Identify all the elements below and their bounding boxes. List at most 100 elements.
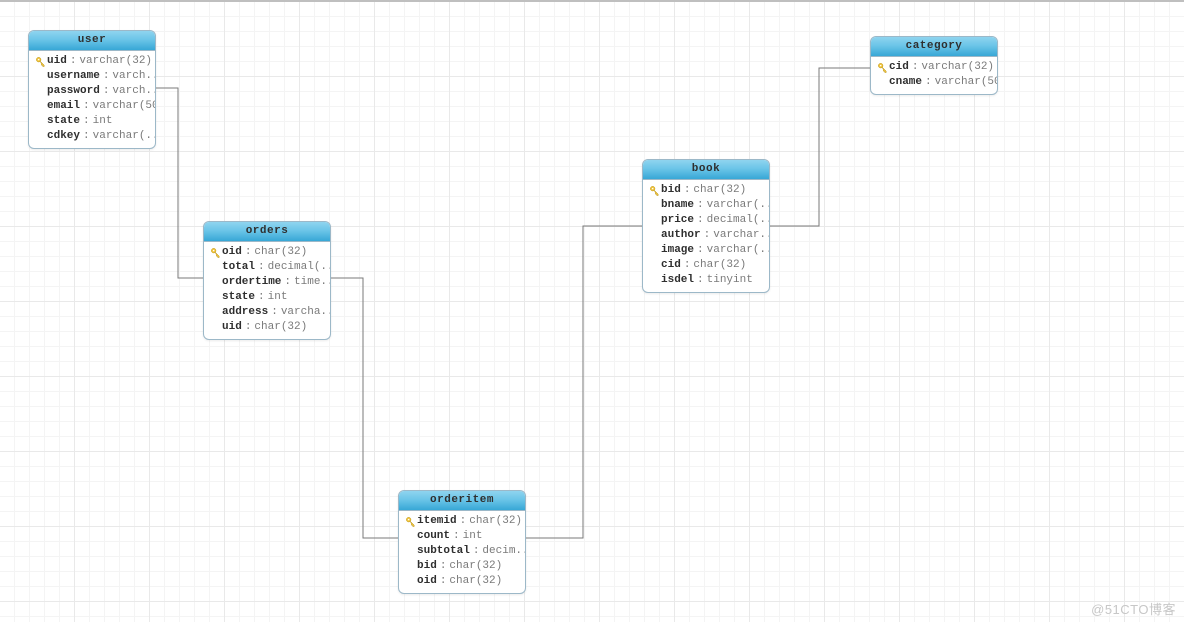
field-row[interactable]: uid:varchar(32) [33,54,151,69]
field-name: total [222,260,255,275]
entity-header-user[interactable]: user [29,31,155,51]
field-row[interactable]: cid:char(32) [647,258,765,273]
field-type: varchar... [713,228,770,243]
field-name: cname [889,75,922,90]
field-colon: : [912,60,919,75]
field-type: varchar(32) [921,60,994,75]
field-name: bid [661,183,681,198]
field-colon: : [83,114,90,129]
entity-body-orders: oid:char(32)total:decimal(...ordertime:t… [204,242,330,339]
primary-key-icon [403,516,417,527]
field-colon: : [704,228,711,243]
watermark-text: @51CTO博客 [1091,599,1176,618]
entity-orderitem[interactable]: orderitem itemid:char(32)count:intsubtot… [398,490,526,594]
field-colon: : [103,69,110,84]
field-row[interactable]: state:int [208,290,326,305]
field-row[interactable]: itemid:char(32) [403,514,521,529]
field-type: char(32) [693,183,746,198]
field-row[interactable]: author:varchar... [647,228,765,243]
entity-body-orderitem: itemid:char(32)count:intsubtotal:decim..… [399,511,525,593]
field-name: oid [222,245,242,260]
field-type: varchar(... [707,243,770,258]
field-colon: : [440,559,447,574]
field-row[interactable]: email:varchar(50) [33,99,151,114]
primary-key-icon [875,62,889,73]
entity-category[interactable]: category cid:varchar(32)cname:varchar(50… [870,36,998,95]
entity-header-orders[interactable]: orders [204,222,330,242]
field-colon: : [103,84,110,99]
field-name: image [661,243,694,258]
field-type: varchar(32) [79,54,152,69]
field-colon: : [697,198,704,213]
field-row[interactable]: cdkey:varchar(... [33,129,151,144]
field-name: uid [47,54,67,69]
edge-orderitem-book [523,226,643,538]
field-row[interactable]: oid:char(32) [208,245,326,260]
field-colon: : [440,574,447,589]
entity-book[interactable]: book bid:char(32)bname:varchar(...price:… [642,159,770,293]
field-type: int [93,114,113,129]
field-type: varcha... [281,305,331,320]
field-row[interactable]: subtotal:decim... [403,544,521,559]
field-colon: : [284,275,291,290]
field-type: tinyint [707,273,753,288]
field-name: username [47,69,100,84]
entity-body-book: bid:char(32)bname:varchar(...price:decim… [643,180,769,292]
field-row[interactable]: price:decimal(... [647,213,765,228]
field-name: ordertime [222,275,281,290]
field-row[interactable]: address:varcha... [208,305,326,320]
field-type: int [463,529,483,544]
field-row[interactable]: total:decimal(... [208,260,326,275]
field-colon: : [684,258,691,273]
field-row[interactable]: image:varchar(... [647,243,765,258]
field-colon: : [684,183,691,198]
field-colon: : [245,320,252,335]
field-name: bname [661,198,694,213]
field-colon: : [70,54,77,69]
field-colon: : [473,544,480,559]
field-colon: : [697,213,704,228]
entity-body-category: cid:varchar(32)cname:varchar(50) [871,57,997,94]
field-row[interactable]: count:int [403,529,521,544]
entity-user[interactable]: user uid:varchar(32)username:varch...pas… [28,30,156,149]
entity-header-orderitem[interactable]: orderitem [399,491,525,511]
field-colon: : [697,243,704,258]
field-colon: : [258,260,265,275]
field-type: varch... [112,84,156,99]
primary-key-icon [647,185,661,196]
entity-body-user: uid:varchar(32)username:varch...password… [29,51,155,148]
field-type: char(32) [469,514,522,529]
field-name: cid [661,258,681,273]
field-row[interactable]: cname:varchar(50) [875,75,993,90]
field-row[interactable]: oid:char(32) [403,574,521,589]
field-type: varchar(50) [93,99,156,114]
field-row[interactable]: isdel:tinyint [647,273,765,288]
field-row[interactable]: cid:varchar(32) [875,60,993,75]
field-row[interactable]: bid:char(32) [647,183,765,198]
field-colon: : [83,129,90,144]
entity-orders[interactable]: orders oid:char(32)total:decimal(...orde… [203,221,331,340]
field-row[interactable]: bname:varchar(... [647,198,765,213]
field-row[interactable]: username:varch... [33,69,151,84]
field-colon: : [83,99,90,114]
field-type: decim... [482,544,526,559]
field-name: password [47,84,100,99]
field-name: bid [417,559,437,574]
field-type: char(32) [693,258,746,273]
field-row[interactable]: uid:char(32) [208,320,326,335]
field-name: isdel [661,273,694,288]
field-row[interactable]: bid:char(32) [403,559,521,574]
field-name: count [417,529,450,544]
entity-header-book[interactable]: book [643,160,769,180]
field-type: time... [294,275,331,290]
field-type: varch... [112,69,156,84]
field-type: int [268,290,288,305]
field-colon: : [271,305,278,320]
edge-user-orders [153,88,203,278]
field-row[interactable]: state:int [33,114,151,129]
field-row[interactable]: ordertime:time... [208,275,326,290]
field-name: address [222,305,268,320]
entity-header-category[interactable]: category [871,37,997,57]
field-row[interactable]: password:varch... [33,84,151,99]
erd-canvas[interactable]: @51CTO博客 user uid:varchar(32)username:va… [0,0,1184,622]
